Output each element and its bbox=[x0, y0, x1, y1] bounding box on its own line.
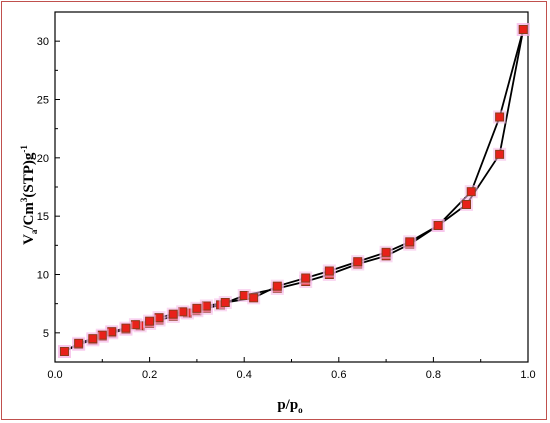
x-tick-label: 0.2 bbox=[142, 369, 157, 381]
ticks: 0.0 0.2 0.4 0.6 0.8 1.0 5 10 15 20 25 30 bbox=[37, 36, 536, 381]
data-point bbox=[121, 323, 131, 333]
x-tick-label: 0.6 bbox=[331, 369, 346, 381]
y-axis-label: Va/Cm3(STP)g-1 bbox=[19, 145, 39, 245]
data-point bbox=[59, 347, 69, 356]
data-point bbox=[405, 237, 415, 247]
data-point bbox=[462, 200, 472, 209]
data-point bbox=[97, 330, 107, 340]
y-tick-label: 15 bbox=[37, 211, 49, 223]
data-point bbox=[168, 309, 178, 319]
x-axis-label: p/po bbox=[277, 397, 303, 415]
data-point bbox=[495, 149, 505, 159]
data-point bbox=[178, 307, 188, 317]
axes bbox=[54, 11, 529, 363]
data-point bbox=[220, 298, 230, 307]
y-tick-label: 5 bbox=[43, 328, 49, 340]
data-point bbox=[154, 313, 164, 323]
plot-border bbox=[54, 11, 529, 363]
data-point bbox=[381, 247, 391, 257]
y-tick-label: 10 bbox=[37, 270, 49, 282]
series-layer bbox=[57, 23, 530, 358]
data-point bbox=[239, 291, 249, 300]
data-point bbox=[107, 327, 117, 337]
data-point bbox=[466, 187, 476, 197]
data-point bbox=[249, 293, 259, 303]
data-point bbox=[353, 257, 363, 267]
data-point bbox=[433, 221, 443, 230]
data-point bbox=[88, 334, 98, 344]
data-point bbox=[130, 320, 140, 330]
data-point bbox=[201, 301, 211, 311]
y-tick-label: 25 bbox=[37, 95, 49, 107]
data-point bbox=[518, 25, 528, 34]
x-tick-label: 0.0 bbox=[47, 369, 62, 381]
y-tick-label: 20 bbox=[37, 153, 49, 165]
x-tick-label: 0.4 bbox=[237, 369, 252, 381]
data-point bbox=[145, 316, 155, 326]
data-point bbox=[324, 266, 334, 276]
y-tick-label: 30 bbox=[37, 36, 49, 48]
series-line-2 bbox=[64, 29, 525, 353]
data-point bbox=[272, 281, 282, 291]
data-point bbox=[301, 273, 311, 283]
series-line-1 bbox=[64, 29, 525, 353]
data-point bbox=[192, 303, 202, 313]
data-point bbox=[74, 338, 84, 348]
x-tick-label: 0.8 bbox=[426, 369, 441, 381]
data-point bbox=[495, 112, 505, 122]
x-tick-label: 1.0 bbox=[520, 369, 535, 381]
